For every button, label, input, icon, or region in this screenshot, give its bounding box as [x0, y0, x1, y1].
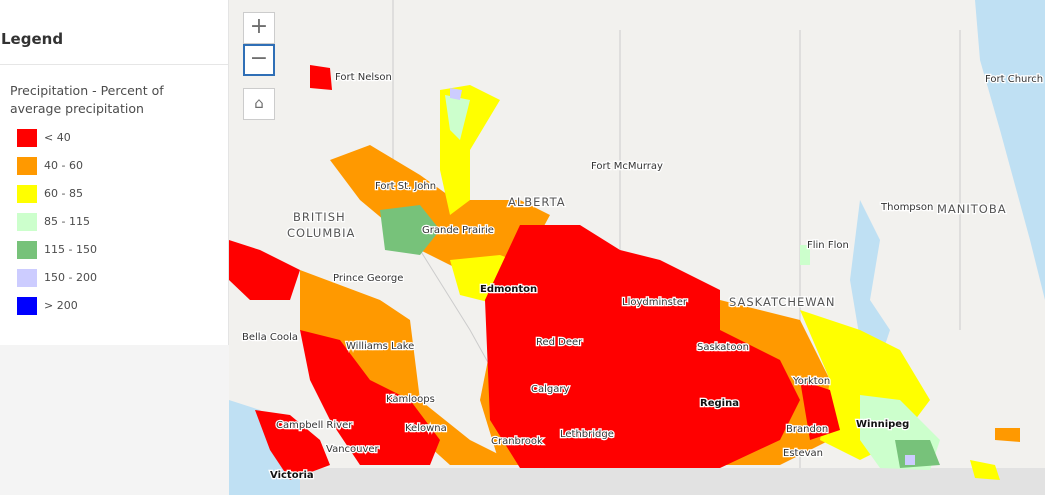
place-label: Flin Flon [807, 240, 849, 251]
precip-area [330, 145, 550, 275]
precip-area [380, 205, 440, 255]
precip-area [450, 88, 462, 100]
province-label: MANITOBA [937, 202, 1007, 216]
place-label: Saskatoon [697, 342, 749, 353]
precip-area [800, 245, 810, 265]
lake [850, 200, 890, 360]
legend-label: 40 - 60 [44, 159, 83, 172]
home[interactable]: ⌂ [243, 88, 275, 120]
zoom-in[interactable]: + [243, 12, 275, 44]
legend-label: 60 - 85 [44, 187, 83, 200]
swatch [17, 157, 37, 175]
place-label: Kelowna [405, 423, 447, 434]
place-label: Red Deer [536, 337, 583, 348]
swatch [17, 213, 37, 231]
precip-area [995, 428, 1020, 442]
place-label: Fort St. John [375, 181, 436, 192]
place-label: Regina [700, 398, 739, 409]
precip-area [229, 240, 300, 300]
zoom-out[interactable]: − [243, 44, 275, 76]
legend-label: < 40 [44, 131, 71, 144]
precip-area [300, 330, 440, 465]
swatch [17, 185, 37, 203]
province-label: SASKATCHEWAN [729, 295, 836, 309]
separator [0, 64, 228, 65]
water [975, 0, 1045, 300]
swatch [17, 129, 37, 147]
swatch [17, 241, 37, 259]
precip-area [445, 95, 470, 140]
place-label: Fort McMurray [591, 161, 663, 172]
place-label: Bella Coola [242, 332, 298, 343]
place-label: Kamloops [386, 394, 435, 405]
place-label: Lloydminster [622, 297, 688, 308]
precip-area [485, 225, 800, 468]
precip-area [300, 270, 520, 465]
swatch [17, 297, 37, 315]
legend-label: 85 - 115 [44, 215, 90, 228]
place-label: Prince George [333, 273, 403, 284]
precipitation [229, 65, 1020, 480]
legend-label: > 200 [44, 299, 78, 312]
legend-label: 150 - 200 [44, 271, 97, 284]
place-label: Brandon [786, 424, 828, 435]
map[interactable]: BRITISH COLUMBIA ALBERTA SASKATCHEWAN MANITO… [229, 0, 1045, 495]
province-label: BRITISH [293, 210, 346, 224]
precip-area [800, 380, 840, 440]
place-label: Vancouver [326, 444, 380, 455]
place-label: Edmonton [480, 284, 537, 295]
legend-label: 115 - 150 [44, 243, 97, 256]
place-label: Victoria [270, 470, 314, 481]
place-label: Winnipeg [856, 419, 909, 430]
layer-title: Precipitation - Percent of average preci… [10, 83, 164, 116]
place-label: Williams Lake [346, 341, 414, 352]
place-label: Cranbrook [491, 436, 543, 447]
place-label: Thompson [880, 202, 933, 213]
precip-area [970, 460, 1000, 480]
province-label: COLUMBIA [287, 226, 355, 240]
province-label: ALBERTA [508, 195, 566, 209]
place-label: Calgary [531, 384, 569, 395]
place-label: Fort Church [985, 74, 1043, 85]
swatch [17, 269, 37, 287]
precip-area [310, 65, 332, 90]
labels: BRITISH COLUMBIA ALBERTA SASKATCHEWAN MANITO… [241, 71, 1045, 483]
legend-title: Legend [1, 30, 64, 48]
place-label: Fort Nelson [335, 72, 392, 83]
legend-panel: Legend Precipitation - Percent of averag… [0, 0, 229, 345]
precip-area [255, 410, 330, 480]
place-label: Estevan [783, 448, 823, 459]
place-label: Campbell River [276, 420, 353, 431]
precip-area [905, 455, 915, 465]
place-label: Grande Prairie [422, 225, 494, 236]
us-area [300, 468, 1045, 495]
place-label: Yorkton [792, 376, 830, 387]
place-label: Lethbridge [560, 429, 614, 440]
